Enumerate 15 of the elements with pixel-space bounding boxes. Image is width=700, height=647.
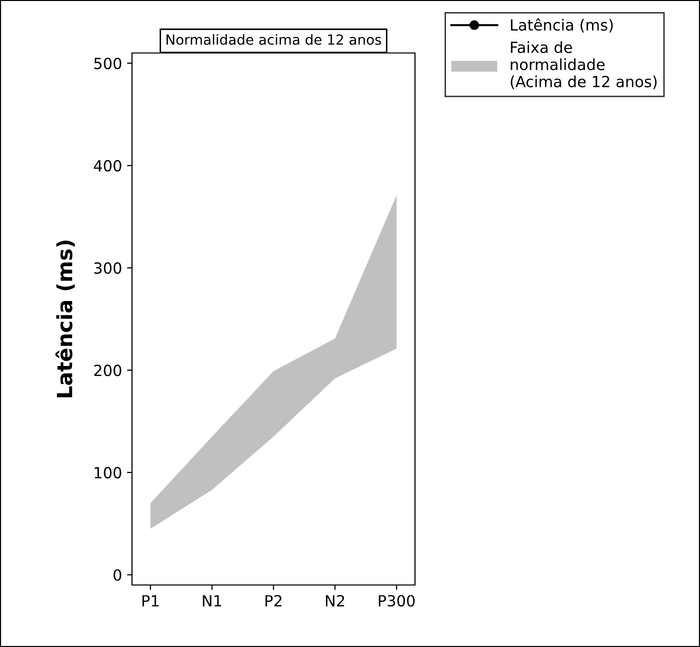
x-tick-label: N2	[326, 594, 344, 606]
legend-label: Faixa de normalidade (Acima de 12 anos)	[510, 41, 657, 90]
y-tick-label: 100	[94, 466, 122, 478]
x-tick-label: N1	[202, 595, 222, 606]
y-tick-label: 500	[94, 58, 122, 70]
y-tick-label: 200	[94, 364, 122, 376]
x-tick-label: P1	[142, 595, 159, 606]
legend-label: Latência (ms)	[510, 18, 613, 32]
y-tick-label: 400	[94, 160, 122, 172]
y-tick-label: 300	[94, 262, 122, 274]
x-tick-label: P2	[266, 594, 282, 606]
y-tick-label: 0	[114, 569, 122, 581]
y-axis-title: Latência (ms)	[55, 240, 75, 398]
x-tick-label: P300	[378, 594, 415, 607]
chart-title: Normalidade acima de 12 anos	[166, 34, 382, 45]
